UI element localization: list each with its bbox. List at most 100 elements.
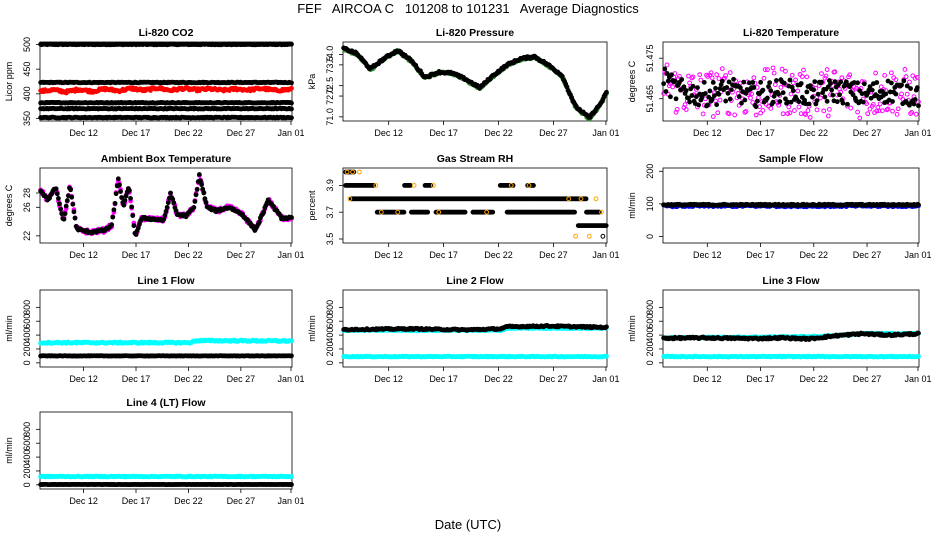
data-point	[916, 103, 921, 109]
y-axis-label: degrees C	[4, 184, 14, 226]
data-point	[812, 79, 818, 85]
y-axis-label: ml/min	[4, 315, 14, 342]
data-point	[713, 85, 718, 91]
data-point	[289, 41, 294, 47]
data-point	[72, 215, 78, 221]
data-point	[56, 196, 61, 201]
data-point	[289, 215, 294, 220]
data-point	[753, 112, 759, 118]
data-point	[289, 100, 294, 106]
data-point	[165, 200, 171, 206]
data-point	[883, 91, 889, 97]
y-tick-label: 600	[325, 314, 335, 329]
data-point	[840, 100, 846, 106]
y-axis-label: Licor ppm	[4, 62, 14, 102]
data-point	[783, 68, 788, 74]
data-point	[811, 87, 817, 93]
x-tick-label: Dec 27	[853, 128, 882, 138]
data-point	[774, 78, 779, 83]
data-point	[814, 98, 820, 103]
data-point	[672, 78, 678, 84]
data-point	[768, 88, 774, 94]
data-point	[573, 233, 578, 239]
y-tick-label: 600	[22, 314, 32, 329]
data-point	[855, 80, 860, 86]
x-tick-label: Jan 01	[277, 374, 304, 384]
y-tick-label: 450	[22, 62, 32, 77]
x-tick-label: Dec 22	[174, 374, 203, 384]
data-point	[760, 87, 766, 93]
data-point	[668, 94, 673, 100]
data-point	[193, 192, 199, 198]
x-tick-label: Jan 01	[592, 250, 619, 260]
x-tick-label: Dec 12	[693, 250, 722, 260]
data-point	[129, 204, 135, 210]
data-point	[714, 102, 720, 108]
y-tick-label: 400	[645, 328, 655, 343]
data-point	[163, 208, 169, 214]
data-point	[289, 85, 294, 91]
data-point	[806, 101, 812, 107]
x-tick-label: Jan 01	[592, 374, 619, 384]
data-point	[663, 89, 669, 94]
data-point	[789, 72, 795, 78]
x-tick-label: Dec 17	[122, 374, 151, 384]
y-axis-label: ml/min	[627, 192, 637, 219]
data-point	[825, 113, 831, 119]
data-point	[696, 102, 702, 108]
data-point	[860, 99, 866, 105]
series-lower-mid-reference	[38, 99, 294, 106]
data-point	[700, 111, 706, 117]
data-point	[771, 70, 777, 76]
data-point	[810, 94, 815, 100]
series-line-1-flow-cyan-	[38, 337, 294, 346]
data-point	[401, 209, 407, 215]
data-point	[719, 66, 725, 72]
data-point	[53, 186, 59, 192]
data-point	[777, 99, 783, 104]
chart-title: Ambient Box Temperature	[101, 153, 232, 165]
data-point	[793, 77, 798, 83]
data-point	[118, 189, 123, 194]
x-tick-label: Dec 22	[800, 374, 829, 384]
data-point	[130, 213, 136, 218]
x-tick-label: Dec 17	[746, 250, 775, 260]
data-point	[908, 86, 913, 91]
data-point	[357, 169, 362, 175]
chart-title: Line 2 Flow	[446, 275, 504, 287]
y-axis-label: ml/min	[627, 315, 637, 342]
data-point	[256, 219, 262, 225]
x-tick-label: Dec 27	[227, 374, 256, 384]
data-point	[54, 191, 60, 197]
x-tick-label: Dec 27	[539, 374, 568, 384]
data-point	[861, 81, 867, 87]
series-line-1-flow	[38, 353, 294, 359]
data-point	[882, 73, 888, 78]
series-lower-reference	[38, 114, 294, 121]
x-tick-label: Dec 12	[374, 250, 403, 260]
data-point	[289, 106, 294, 112]
data-point	[719, 78, 725, 84]
data-point	[741, 79, 747, 85]
series-rh-level-3-9	[343, 183, 536, 188]
data-point	[913, 111, 919, 117]
x-tick-label: Dec 17	[746, 128, 775, 138]
data-point	[751, 75, 757, 81]
data-point	[772, 82, 778, 88]
data-point	[707, 88, 713, 94]
data-point	[203, 199, 209, 205]
data-point	[411, 183, 417, 188]
data-point	[830, 92, 836, 98]
x-tick-label: Dec 22	[174, 250, 203, 260]
y-tick-label: 28	[22, 188, 32, 198]
data-point	[753, 104, 759, 110]
y-axis-label: kPa	[307, 74, 317, 90]
y-tick-label: 400	[22, 86, 32, 101]
data-point	[289, 338, 294, 344]
data-point	[822, 94, 828, 100]
data-point	[814, 107, 820, 113]
data-point	[761, 75, 767, 81]
x-tick-label: Jan 01	[277, 250, 304, 260]
x-tick-label: Dec 17	[429, 128, 458, 138]
